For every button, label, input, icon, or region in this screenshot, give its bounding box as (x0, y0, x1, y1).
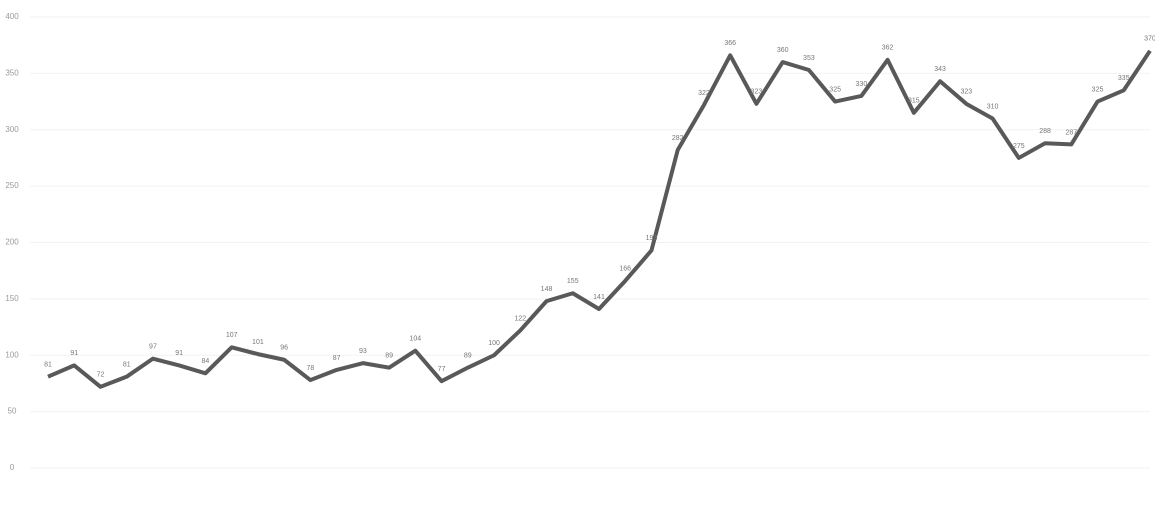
data-label: 81 (123, 362, 131, 369)
data-label: 353 (803, 55, 815, 62)
data-label: 155 (567, 278, 579, 285)
data-label: 101 (252, 339, 264, 346)
data-label: 93 (359, 348, 367, 355)
y-tick-label: 100 (5, 350, 19, 359)
data-label: 91 (70, 350, 78, 357)
data-label: 370 (1144, 36, 1155, 43)
data-label: 315 (908, 98, 920, 105)
data-label: 193 (646, 235, 658, 242)
data-label: 107 (226, 332, 238, 339)
data-label: 325 (1092, 86, 1104, 93)
data-label: 282 (672, 135, 684, 142)
data-label: 89 (385, 352, 393, 359)
data-label: 148 (541, 286, 553, 293)
data-label: 330 (856, 81, 868, 88)
data-label: 323 (751, 89, 763, 96)
data-label: 310 (987, 103, 999, 110)
data-label: 335 (1118, 75, 1130, 82)
data-label: 122 (514, 315, 526, 322)
data-label: 72 (97, 372, 105, 379)
data-label: 322 (698, 90, 710, 97)
data-label: 87 (333, 355, 341, 362)
data-label: 78 (306, 365, 314, 372)
data-label: 89 (464, 352, 472, 359)
data-label: 91 (175, 350, 183, 357)
data-label: 323 (960, 89, 972, 96)
y-tick-label: 50 (8, 407, 17, 416)
data-label: 275 (1013, 143, 1025, 150)
y-tick-label: 250 (5, 181, 19, 190)
y-tick-label: 150 (5, 294, 19, 303)
data-label: 97 (149, 343, 157, 350)
y-tick-label: 0 (10, 463, 15, 472)
data-label: 360 (777, 47, 789, 54)
data-label: 287 (1065, 129, 1077, 136)
y-tick-label: 200 (5, 238, 19, 247)
data-label: 166 (619, 266, 631, 273)
data-line (47, 49, 1152, 389)
data-label: 288 (1039, 128, 1051, 135)
data-label: 96 (280, 345, 288, 352)
y-tick-label: 300 (5, 125, 19, 134)
data-label: 325 (829, 86, 841, 93)
data-label: 141 (593, 294, 605, 301)
data-label: 84 (202, 358, 210, 365)
data-label: 343 (934, 66, 946, 73)
data-label: 362 (882, 45, 894, 52)
data-label: 100 (488, 340, 500, 347)
data-label: 366 (724, 40, 736, 47)
data-label: 81 (44, 362, 52, 369)
y-tick-label: 350 (5, 68, 19, 77)
data-label: 104 (409, 336, 421, 343)
y-tick-label: 400 (5, 12, 19, 21)
data-label: 77 (438, 366, 446, 373)
